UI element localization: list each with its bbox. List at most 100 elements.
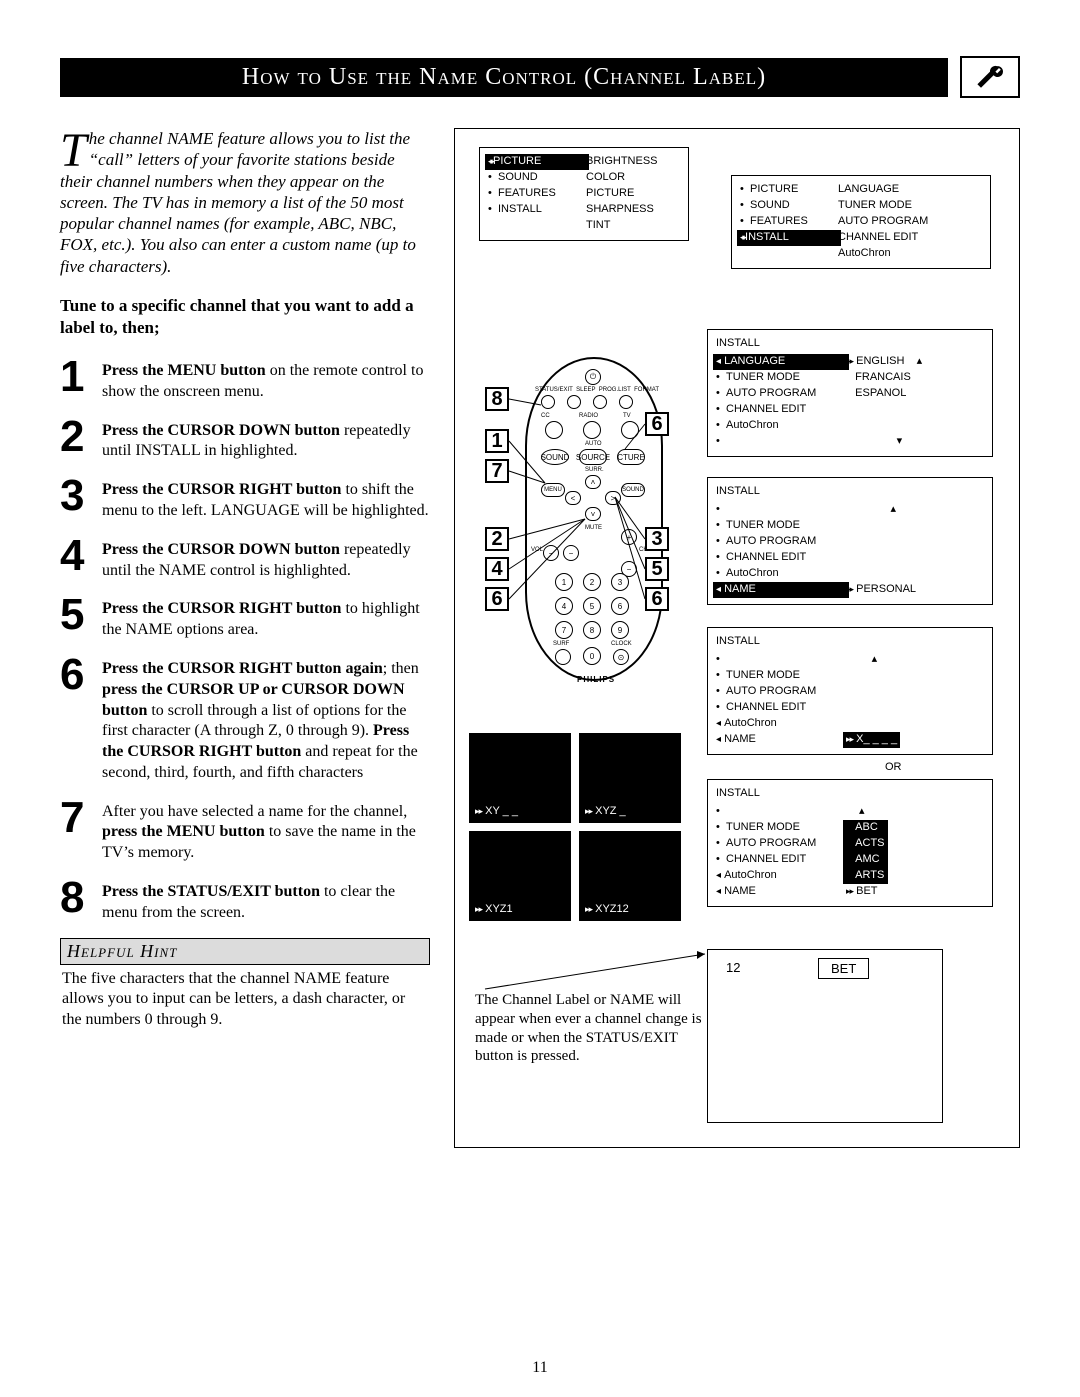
- helpful-hint: Helpful Hint The five characters that th…: [60, 938, 430, 1035]
- menu-value: CHANNEL EDIT: [838, 230, 918, 246]
- menu-item: PICTURE: [750, 182, 798, 198]
- page-number: 11: [0, 1359, 1080, 1377]
- sleep-button[interactable]: [567, 395, 581, 409]
- vol-up[interactable]: −: [563, 545, 579, 561]
- status-exit-button[interactable]: [541, 395, 555, 409]
- menu-item: AutoChron: [726, 418, 779, 434]
- step-number: 5: [60, 595, 92, 641]
- step-number: 4: [60, 536, 92, 582]
- power-button[interactable]: ⏻: [585, 369, 601, 385]
- source-button[interactable]: SOURCE: [579, 449, 607, 465]
- menu-button[interactable]: MENU: [541, 483, 565, 497]
- key-2[interactable]: 2: [583, 573, 601, 591]
- step-number: 2: [60, 417, 92, 463]
- surf-button[interactable]: [555, 649, 571, 665]
- cursor-up[interactable]: ˄: [585, 475, 601, 489]
- menu-value: ARTS: [855, 868, 884, 884]
- menu-item: TUNER MODE: [726, 370, 800, 386]
- menu-value: BET: [856, 884, 877, 900]
- vol-down[interactable]: −: [543, 545, 559, 561]
- step-text: Press the MENU button on the remote cont…: [102, 357, 430, 403]
- radio-button[interactable]: [583, 421, 601, 439]
- menu-item: CHANNEL EDIT: [726, 852, 806, 868]
- wrench-icon: [960, 56, 1020, 98]
- callout: 5: [645, 557, 669, 581]
- key-1[interactable]: 1: [555, 573, 573, 591]
- step-number: 7: [60, 798, 92, 864]
- menu-title: INSTALL: [716, 484, 984, 502]
- title-bar: How to Use the Name Control (Channel Lab…: [60, 56, 1020, 98]
- sound-menu-button[interactable]: SOUND: [621, 483, 645, 497]
- menu-value: TINT: [586, 218, 610, 234]
- menu-item: AutoChron: [726, 566, 779, 582]
- menu-value: X_ _ _ _: [856, 732, 897, 748]
- menu-picture: PICTURE SOUND FEATURES INSTALL BRIGHTNES…: [479, 147, 689, 241]
- key-4[interactable]: 4: [555, 597, 573, 615]
- menu-item: FEATURES: [750, 214, 808, 230]
- ch-up[interactable]: +: [621, 529, 637, 545]
- format-button[interactable]: [619, 395, 633, 409]
- menu-item: AutoChron: [724, 716, 777, 732]
- key-6[interactable]: 6: [611, 597, 629, 615]
- step-number: 6: [60, 655, 92, 784]
- step-text: Press the CURSOR DOWN button repeatedly …: [102, 536, 430, 582]
- proglist-button[interactable]: [593, 395, 607, 409]
- menu-item: NAME: [724, 884, 756, 900]
- drop-cap: T: [60, 128, 89, 170]
- picture-button[interactable]: CTURE: [617, 449, 645, 465]
- menu-item: AUTO PROGRAM: [726, 684, 816, 700]
- tv-menu-diagram: PICTURE SOUND FEATURES INSTALL BRIGHTNES…: [454, 128, 1020, 1148]
- menu-value: LANGUAGE: [838, 182, 899, 198]
- name-preview: XYZ _: [579, 733, 681, 823]
- menu-item: AutoChron: [724, 868, 777, 884]
- callout: 3: [645, 527, 669, 551]
- diagram-column: PICTURE SOUND FEATURES INSTALL BRIGHTNES…: [454, 128, 1020, 1148]
- callout: 6: [485, 587, 509, 611]
- cursor-down[interactable]: ˅: [585, 507, 601, 521]
- step: 4Press the CURSOR DOWN button repeatedly…: [60, 536, 430, 582]
- callout: 7: [485, 459, 509, 483]
- top-row-labels: STATUS/EXIT SLEEP PROG.LIST FORMAT: [535, 387, 655, 393]
- menu-item: SOUND: [750, 198, 790, 214]
- intro-paragraph: The channel NAME feature allows you to l…: [60, 128, 430, 277]
- step: 5Press the CURSOR RIGHT button to highli…: [60, 595, 430, 641]
- step-text: Press the CURSOR RIGHT button again; the…: [102, 655, 430, 784]
- menu-value: ACTS: [855, 836, 884, 852]
- cursor-right[interactable]: ˃: [605, 491, 621, 505]
- hint-body: The five characters that the channel NAM…: [60, 965, 430, 1035]
- step-text: Press the CURSOR DOWN button repeatedly …: [102, 417, 430, 463]
- menu-item: CHANNEL EDIT: [726, 402, 806, 418]
- key-5[interactable]: 5: [583, 597, 601, 615]
- menu-name-preset: INSTALL TUNER MODE AUTO PROGRAM CHANNEL …: [707, 779, 993, 907]
- menu-language: INSTALL LANGUAGE TUNER MODE AUTO PROGRAM…: [707, 329, 993, 457]
- sound-button[interactable]: SOUND: [541, 449, 569, 465]
- callout: 6: [645, 412, 669, 436]
- or-label: OR: [885, 761, 902, 773]
- key-3[interactable]: 3: [611, 573, 629, 591]
- menu-install: PICTURE SOUND FEATURES INSTALL LANGUAGE …: [731, 175, 991, 269]
- key-0[interactable]: 0: [583, 647, 601, 665]
- clock-button[interactable]: ⊙: [613, 649, 629, 665]
- key-8[interactable]: 8: [583, 621, 601, 639]
- cursor-left[interactable]: ˂: [565, 491, 581, 505]
- menu-name-personal: INSTALL TUNER MODE AUTO PROGRAM CHANNEL …: [707, 477, 993, 605]
- menu-item: AUTO PROGRAM: [726, 386, 816, 402]
- tv-button[interactable]: [621, 421, 639, 439]
- key-9[interactable]: 9: [611, 621, 629, 639]
- step-text: Press the CURSOR RIGHT button to highlig…: [102, 595, 430, 641]
- step-number: 3: [60, 476, 92, 522]
- step: 6Press the CURSOR RIGHT button again; th…: [60, 655, 430, 784]
- menu-item: CHANNEL EDIT: [726, 700, 806, 716]
- menu-item: FEATURES: [498, 186, 556, 202]
- menu-title: INSTALL: [716, 786, 984, 804]
- menu-name-edit: INSTALL TUNER MODE AUTO PROGRAM CHANNEL …: [707, 627, 993, 755]
- callout: 1: [485, 429, 509, 453]
- instructions-column: The channel NAME feature allows you to l…: [60, 128, 430, 1148]
- intro-text: he channel NAME feature allows you to li…: [60, 129, 416, 276]
- tune-instruction: Tune to a specific channel that you want…: [60, 295, 430, 339]
- cc-button[interactable]: [545, 421, 563, 439]
- menu-value: FRANCAIS: [855, 370, 911, 386]
- menu-item: PICTURE: [493, 154, 541, 170]
- step-number: 1: [60, 357, 92, 403]
- key-7[interactable]: 7: [555, 621, 573, 639]
